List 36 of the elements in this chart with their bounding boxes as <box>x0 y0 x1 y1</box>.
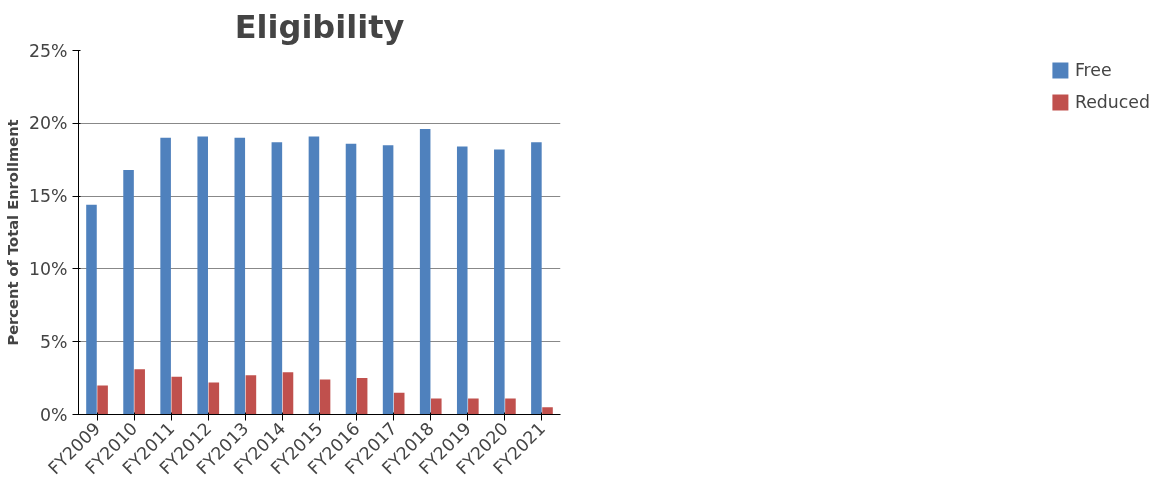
bar <box>171 376 183 415</box>
y-tick-label: 10% <box>28 258 68 279</box>
bar <box>531 142 542 415</box>
bar <box>419 129 431 415</box>
bar <box>197 136 208 415</box>
y-tick-label: 0% <box>40 404 68 425</box>
bar <box>468 398 479 415</box>
bar <box>271 142 283 415</box>
bar <box>208 382 220 415</box>
bar <box>345 143 357 415</box>
bar <box>505 398 516 415</box>
bar <box>382 145 394 415</box>
bar <box>245 375 257 415</box>
bar <box>494 149 505 415</box>
bar <box>431 398 442 415</box>
y-axis-title: Percent of Total Enrollment <box>3 119 21 346</box>
bar <box>319 379 331 415</box>
bar <box>97 385 108 415</box>
bar <box>160 137 171 415</box>
bar <box>282 372 294 415</box>
bar <box>456 146 468 415</box>
bar <box>234 137 246 415</box>
bar <box>393 392 405 415</box>
chart-title: Eligibility <box>234 7 405 46</box>
bar <box>356 378 368 415</box>
bar <box>134 369 145 415</box>
y-tick-label: 25% <box>28 40 68 61</box>
bar <box>86 204 97 415</box>
y-tick-label: 20% <box>28 113 68 134</box>
legend-label: Reduced <box>1074 92 1150 112</box>
y-tick-label: 15% <box>28 186 68 207</box>
bar <box>542 407 553 415</box>
legend-label: Free <box>1074 60 1112 80</box>
bar <box>123 169 134 415</box>
bar <box>308 136 320 415</box>
y-tick-label: 5% <box>40 331 68 352</box>
